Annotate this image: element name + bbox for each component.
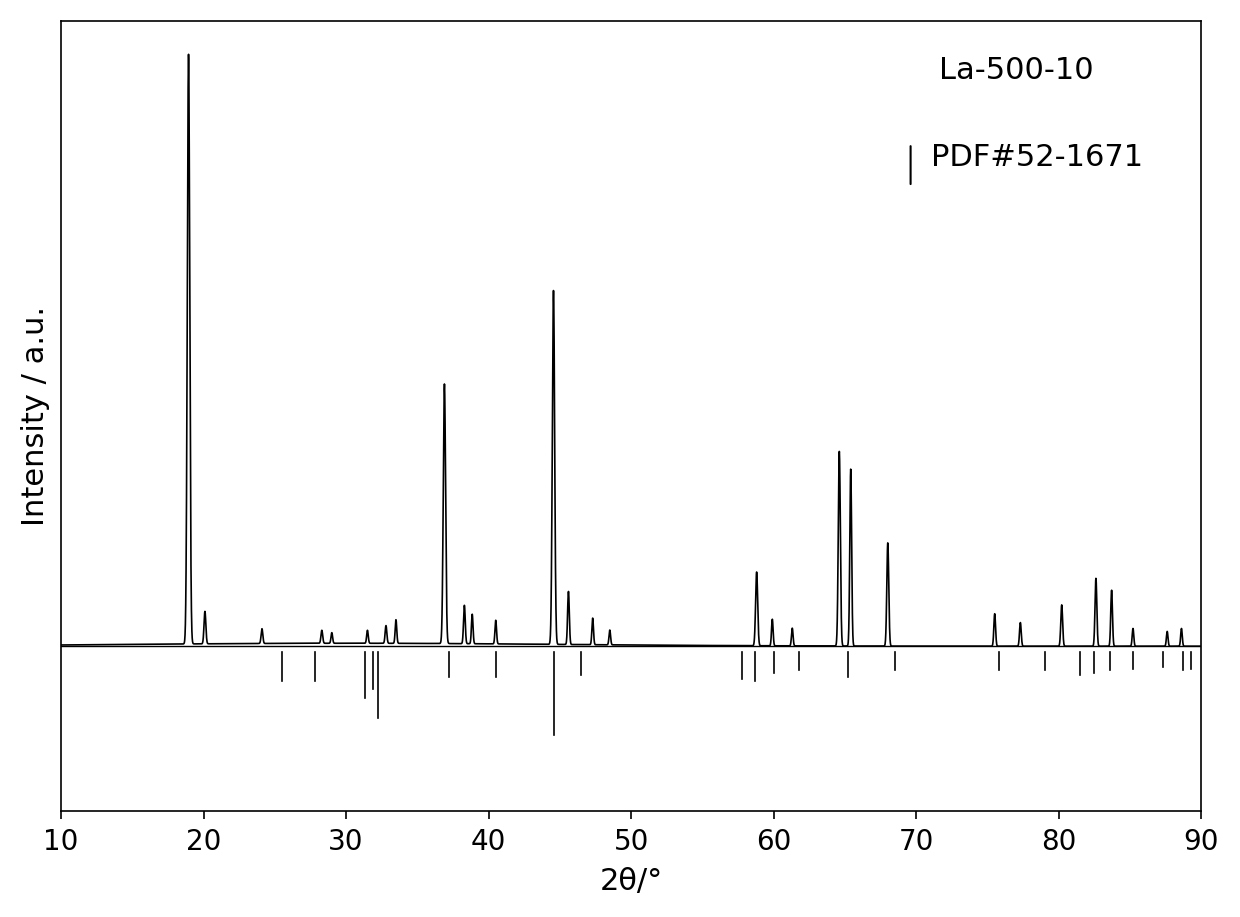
X-axis label: 2θ/°: 2θ/°	[600, 867, 663, 896]
Text: La-500-10: La-500-10	[939, 57, 1094, 85]
Text: PDF#52-1671: PDF#52-1671	[931, 143, 1143, 172]
Y-axis label: Intensity / a.u.: Intensity / a.u.	[21, 306, 50, 526]
